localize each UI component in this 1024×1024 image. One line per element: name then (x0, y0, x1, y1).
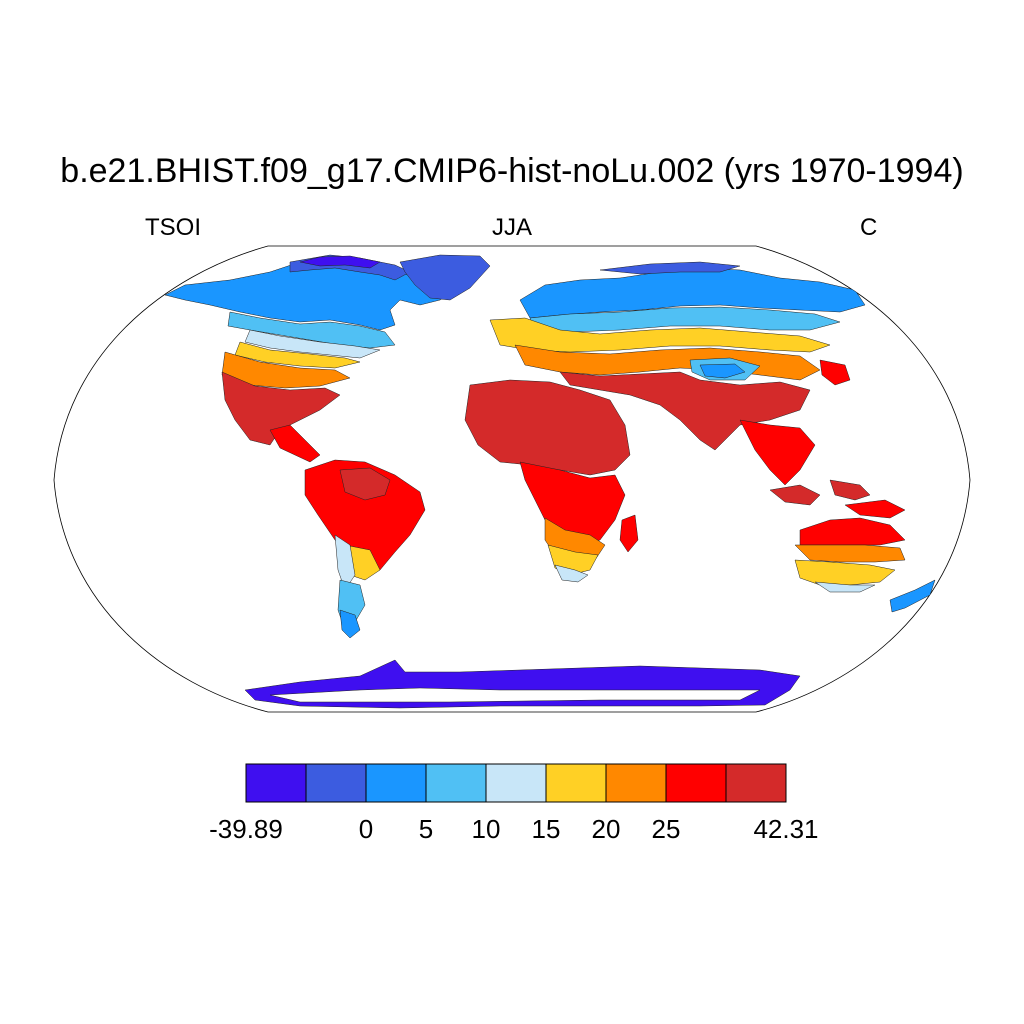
colorbar-swatch (365, 763, 427, 803)
colorbar-swatch (545, 763, 607, 803)
colorbar-swatch (725, 763, 787, 803)
colorbar-tick-label: 42.31 (753, 814, 818, 844)
colorbar-tick-label: 15 (532, 814, 561, 844)
eurasia (489, 261, 866, 486)
africa (464, 379, 639, 583)
colorbar-tick-label: 10 (472, 814, 501, 844)
plot-title: b.e21.BHIST.f09_g17.CMIP6-hist-noLu.002 … (60, 152, 964, 190)
greenland (399, 254, 491, 301)
colorbar-swatch (305, 763, 367, 803)
colorbar-tick-label: 0 (359, 814, 373, 844)
colorbar-tick-label: -39.89 (209, 814, 283, 844)
colorbar-tick-label: 25 (652, 814, 681, 844)
colorbar-tick-label: 5 (419, 814, 433, 844)
antarctica (244, 659, 801, 709)
colorbar-tick-label: 20 (592, 814, 621, 844)
colorbar-swatch (245, 763, 307, 803)
colorbar-swatch (605, 763, 667, 803)
units-label: C (860, 214, 878, 241)
colorbar-swatch (665, 763, 727, 803)
colorbar-swatch (485, 763, 547, 803)
colorbar-swatch (425, 763, 487, 803)
season-label: JJA (491, 214, 532, 241)
maritime-asia (769, 479, 906, 519)
north-america (164, 254, 456, 463)
south-america (304, 459, 426, 639)
variable-label: TSOI (145, 214, 202, 241)
australia (794, 517, 936, 613)
